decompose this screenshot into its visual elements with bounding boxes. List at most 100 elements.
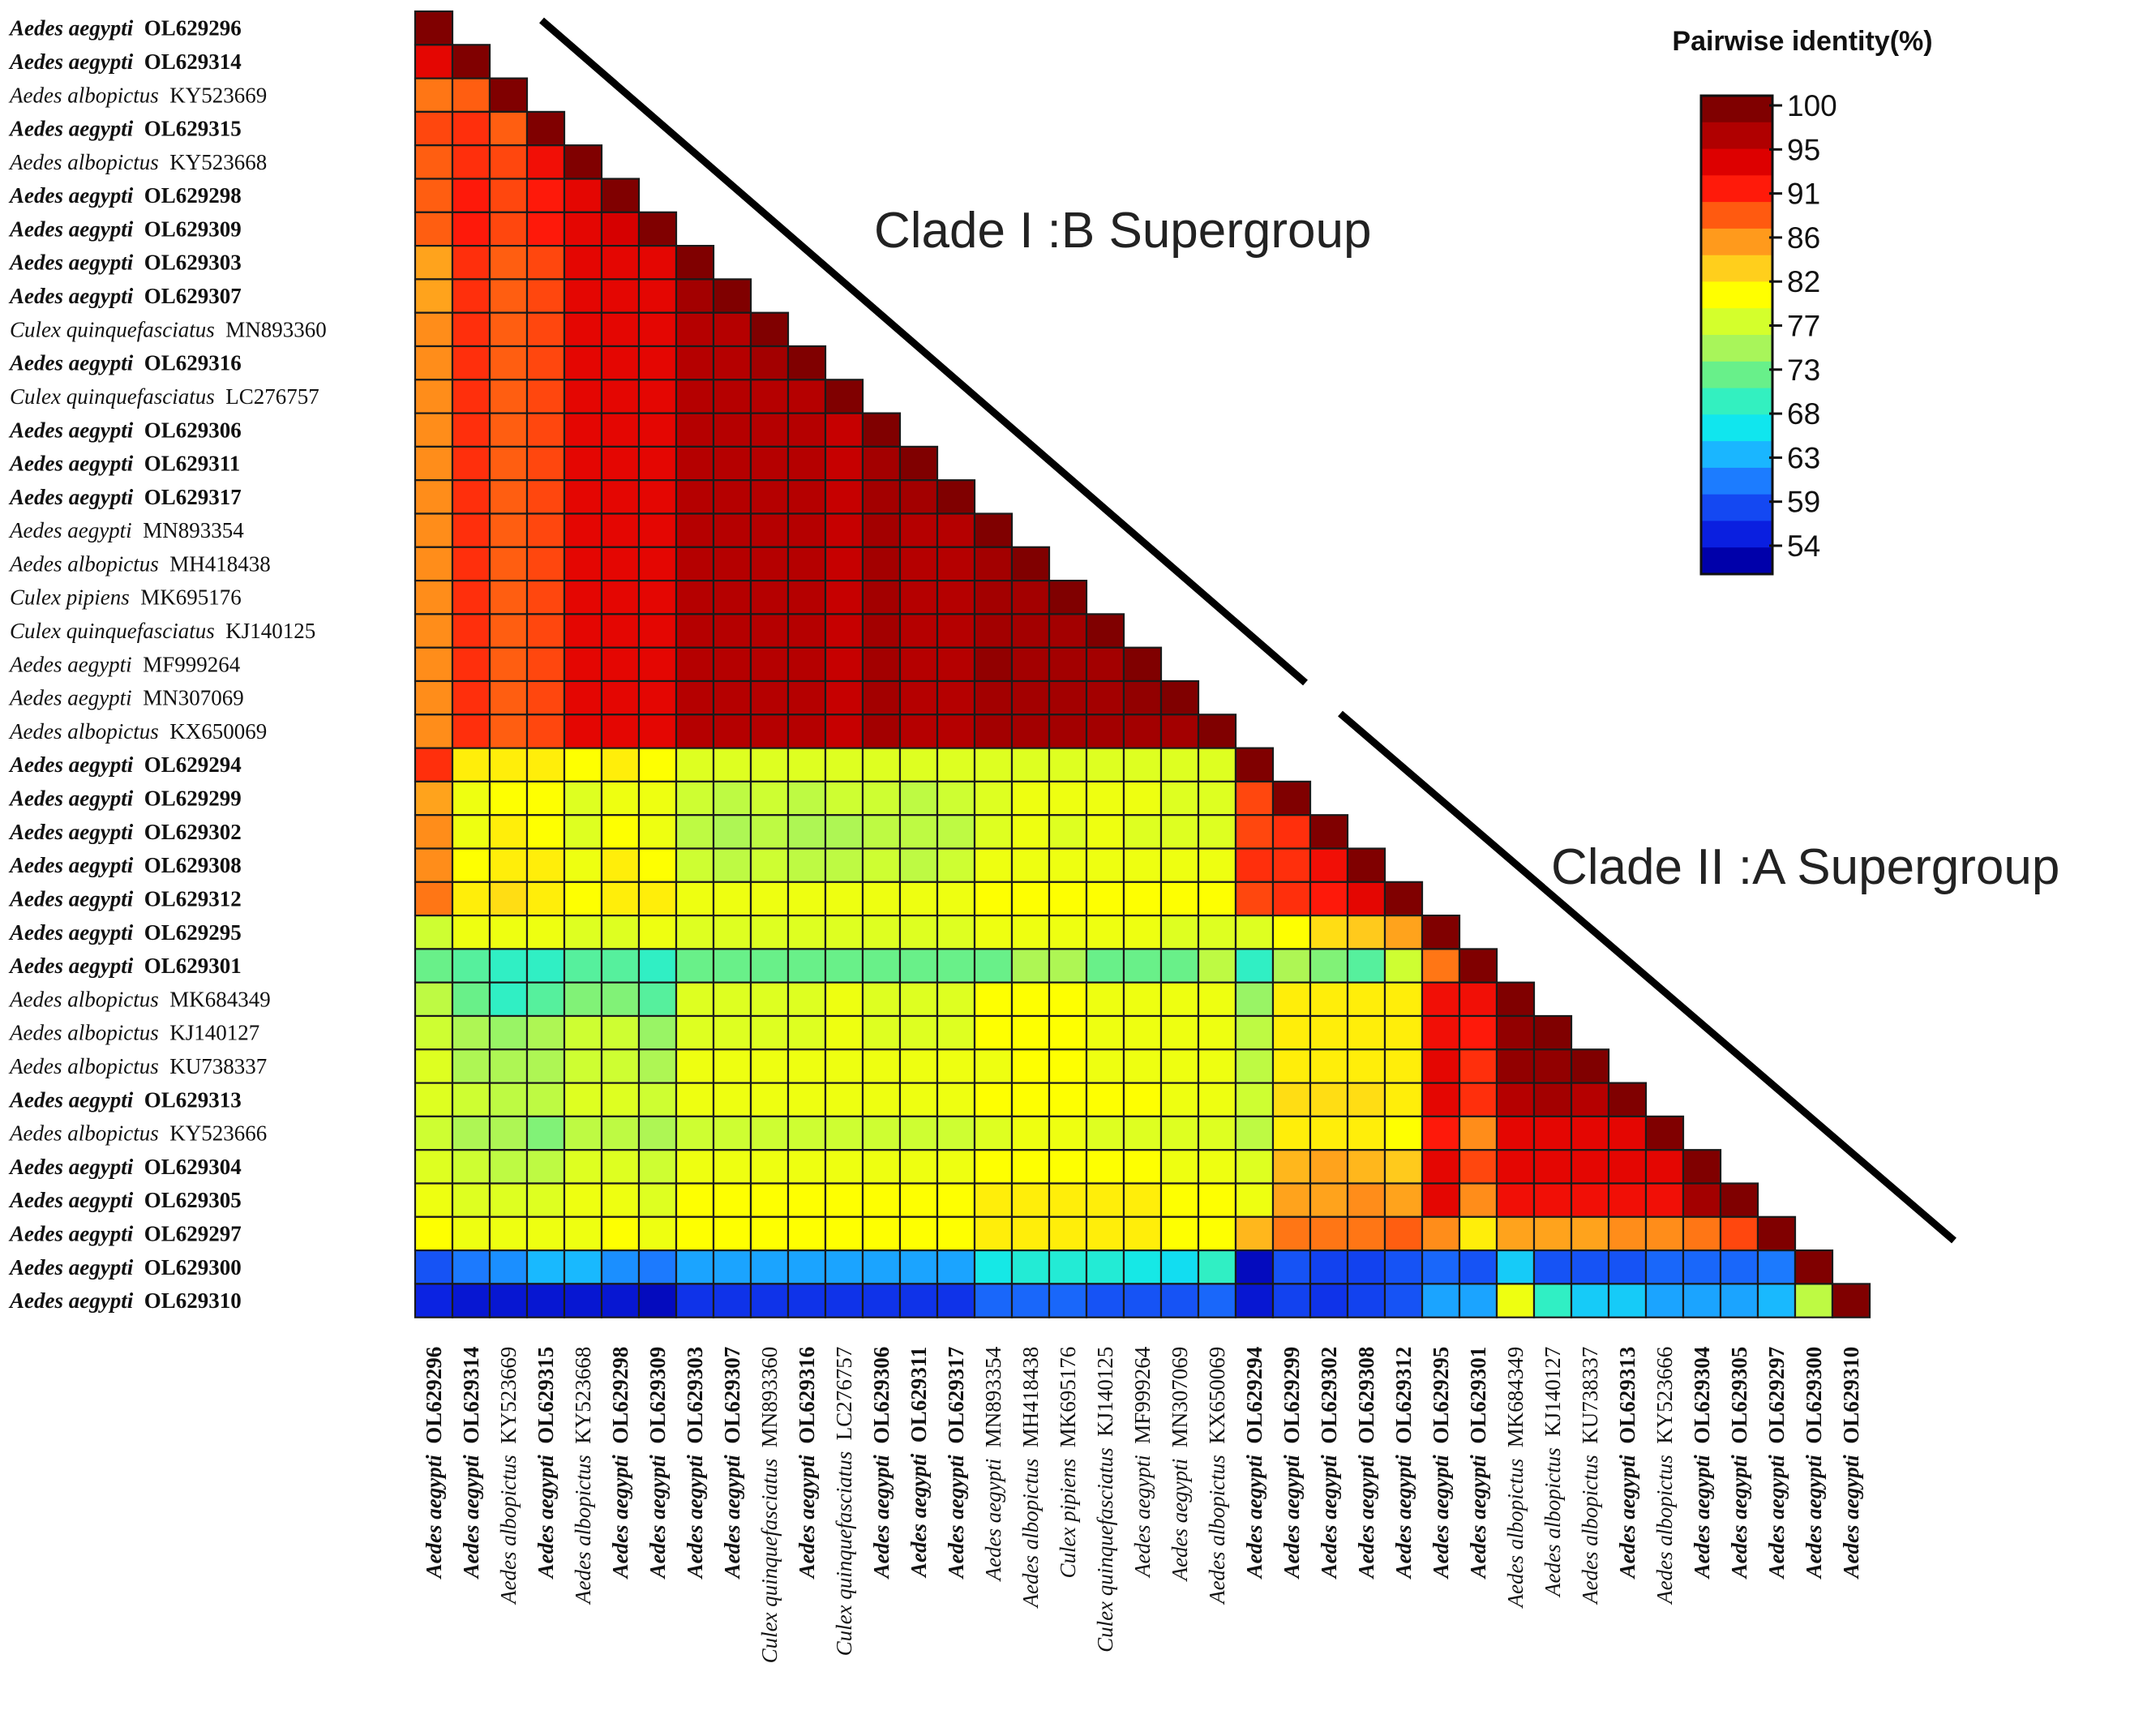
heatmap-cell: KU738337 / MK684349: 99	[1495, 1048, 1536, 1084]
heatmap-cell: OL629297 / KX650069: 81	[1197, 1215, 1237, 1252]
heatmap-cell: MH418438 / OL629317: 97	[936, 546, 976, 582]
heatmap-cell: OL629302 / OL629314: 80	[451, 814, 491, 850]
heatmap-cell: OL629312 / MN893354: 81	[973, 881, 1014, 917]
heatmap-cell: OL629300 / MN893354: 68	[973, 1249, 1014, 1285]
heatmap-cell: OL629300 / OL629305: 61	[1719, 1249, 1759, 1285]
heatmap-cell: OL629297 / KJ140127: 86	[1532, 1215, 1573, 1252]
heatmap-cell: OL629310 / LC276757: 58	[824, 1283, 864, 1318]
heatmap-cell: OL629308 / MN893360: 78	[749, 847, 790, 883]
heatmap-cell: KJ140127 / LC276757: 80	[824, 1014, 864, 1051]
heatmap-cell: KJ140125 / OL629314: 91	[451, 613, 491, 649]
heatmap-cell: OL629306 / OL629306: 100	[861, 412, 902, 448]
heatmap-cell: OL629297 / OL629295: 87	[1421, 1215, 1461, 1252]
heatmap-cell: OL629313 / OL629299: 83	[1271, 1082, 1312, 1117]
heatmap-cell: OL629304 / MH418438: 81	[1010, 1149, 1051, 1185]
heatmap-cell: OL629297 / OL629317: 81	[936, 1215, 976, 1252]
heatmap-cell: OL629316 / OL629307: 97	[712, 345, 752, 381]
heatmap-cell: OL629317 / KY523669: 89	[488, 479, 529, 515]
heatmap-cell: OL629307 / OL629309: 94	[637, 278, 678, 314]
heatmap-cell: OL629297 / OL629302: 88	[1309, 1215, 1349, 1252]
column-label: Aedes aegypti MN307069	[1168, 1347, 1192, 1583]
heatmap-cells: OL629296 / OL629296: 100OL629314 / OL629…	[414, 10, 1871, 1318]
column-label: Aedes aegypti OL629317	[944, 1347, 968, 1580]
heatmap-cell: OL629310 / OL629311: 58	[898, 1283, 939, 1318]
heatmap-cell: OL629297 / MK695176: 82	[1048, 1215, 1088, 1252]
heatmap-cell: OL629310 / MK695176: 61	[1048, 1283, 1088, 1318]
heatmap-cell: MK684349 / OL629302: 82	[1309, 981, 1349, 1018]
heatmap-cell: OL629309 / OL629315: 92	[525, 211, 566, 247]
heatmap-cell: OL629306 / OL629315: 90	[525, 412, 566, 448]
column-label: Aedes albopictus KY523669	[496, 1347, 521, 1605]
heatmap-cell: OL629299 / KY523669: 81	[488, 780, 529, 817]
heatmap-cell: OL629303 / OL629298: 94	[600, 245, 641, 281]
heatmap-cell: OL629302 / KY523668: 79	[563, 814, 603, 850]
heatmap-cell: OL629301 / OL629295: 88	[1421, 948, 1461, 984]
heatmap-cell: OL629316 / OL629316: 100	[786, 345, 827, 381]
heatmap-cell: KJ140125 / OL629303: 97	[675, 613, 715, 649]
heatmap-cell: OL629294 / MF999264: 79	[1122, 747, 1163, 782]
heatmap-cell: OL629300 / OL629311: 64	[898, 1249, 939, 1285]
heatmap-cell: KJ140125 / OL629316: 97	[786, 613, 827, 649]
heatmap-cell: OL629310 / OL629302: 58	[1309, 1283, 1349, 1318]
heatmap-cell: MF999264 / LC276757: 96	[824, 646, 864, 683]
heatmap-cell: KY523666 / MN893354: 79	[973, 1115, 1014, 1151]
heatmap-cell: OL629295 / OL629298: 79	[600, 914, 641, 950]
heatmap-cell: OL629294 / MN893360: 79	[749, 747, 790, 782]
heatmap-cell: OL629299 / KY523668: 79	[563, 780, 603, 817]
heatmap-cell: MH418438 / OL629315: 90	[525, 546, 566, 582]
heatmap-cell: MN893354 / LC276757: 96	[824, 512, 864, 548]
heatmap-cell: MF999264 / KJ140125: 98	[1085, 646, 1125, 683]
clade-1-label: Clade I :B Supergroup	[874, 203, 1372, 259]
heatmap-cell: OL629294 / MH418438: 79	[1010, 747, 1051, 782]
heatmap-cell: KJ140127 / KJ140125: 80	[1085, 1014, 1125, 1051]
heatmap-cell: OL629295 / OL629308: 84	[1346, 914, 1386, 950]
heatmap-cell: OL629312 / OL629299: 91	[1271, 881, 1312, 917]
heatmap-cell: OL629305 / OL629317: 81	[936, 1182, 976, 1218]
heatmap-cell: KU738337 / KJ140125: 80	[1085, 1048, 1125, 1084]
heatmap-cell: OL629302 / OL629306: 77	[861, 814, 902, 850]
heatmap-cell: OL629313 / MN307069: 80	[1159, 1082, 1200, 1117]
heatmap-cell: OL629297 / KU738337: 86	[1570, 1215, 1610, 1252]
heatmap-cell: OL629315 / OL629296: 90	[414, 110, 454, 147]
row-label: Aedes aegypti OL629303	[8, 251, 242, 275]
heatmap-cell: OL629298 / OL629314: 92	[451, 178, 491, 213]
heatmap-cell: OL629313 / OL629311: 80	[898, 1082, 939, 1117]
heatmap-cell: OL629313 / KJ140127: 98	[1532, 1082, 1573, 1117]
heatmap-cell: KX650069 / OL629316: 97	[786, 714, 827, 749]
heatmap-cell: MK684349 / OL629315: 72	[525, 981, 566, 1018]
heatmap-cell: OL629301 / KY523669: 70	[488, 948, 529, 984]
heatmap-cell: OL629303 / KY523668: 94	[563, 245, 603, 281]
heatmap-cell: OL629302 / OL629307: 76	[712, 814, 752, 850]
heatmap-cell: OL629313 / OL629313: 100	[1607, 1082, 1648, 1117]
heatmap-cell: OL629313 / OL629317: 80	[936, 1082, 976, 1117]
heatmap-cell: OL629310 / OL629316: 58	[786, 1283, 827, 1318]
heatmap-cell: MF999264 / KY523668: 94	[563, 646, 603, 683]
column-label: Aedes aegypti OL629301	[1466, 1347, 1490, 1580]
column-label: Aedes aegypti OL629303	[683, 1347, 707, 1580]
heatmap-cell: OL629312 / OL629309: 82	[637, 881, 678, 917]
heatmap-cell: LC276757 / OL629315: 90	[525, 379, 566, 414]
heatmap-cell: OL629313 / OL629309: 78	[637, 1082, 678, 1117]
heatmap-cell: OL629301 / OL629312: 78	[1383, 948, 1424, 984]
heatmap-cell: OL629300 / KU738337: 60	[1570, 1249, 1610, 1285]
heatmap-cell: OL629308 / MK695176: 80	[1048, 847, 1088, 883]
clade-2-line	[1338, 710, 1956, 1244]
heatmap-cell: OL629302 / KJ140125: 80	[1085, 814, 1125, 850]
heatmap-cell: KJ140127 / OL629303: 79	[675, 1014, 715, 1051]
heatmap-cell: OL629294 / OL629296: 91	[414, 747, 454, 782]
heatmap-cell: OL629301 / OL629314: 72	[451, 948, 491, 984]
column-label: Aedes aegypti OL629312	[1391, 1347, 1416, 1580]
heatmap-cell: KY523666 / KJ140127: 94	[1532, 1115, 1573, 1151]
heatmap-cell: MN893354 / OL629298: 94	[600, 512, 641, 548]
heatmap-cell: MK695176 / OL629303: 97	[675, 579, 715, 615]
heatmap-cell: OL629309 / OL629314: 92	[451, 211, 491, 247]
heatmap-cell: LC276757 / OL629298: 94	[600, 379, 641, 414]
heatmap-cell: OL629297 / OL629294: 85	[1234, 1215, 1275, 1252]
heatmap-cell: KJ140127 / MH418438: 81	[1010, 1014, 1051, 1051]
heatmap-cell: OL629301 / OL629315: 70	[525, 948, 566, 984]
legend-tick-label: 59	[1787, 486, 1820, 519]
heatmap-cell: KJ140125 / MN893360: 97	[749, 613, 790, 649]
heatmap-cell: MN893354 / OL629311: 97	[898, 512, 939, 548]
column-label: Aedes albopictus KY523666	[1652, 1347, 1677, 1605]
heatmap-cell: OL629300 / OL629294: 55	[1234, 1249, 1275, 1285]
